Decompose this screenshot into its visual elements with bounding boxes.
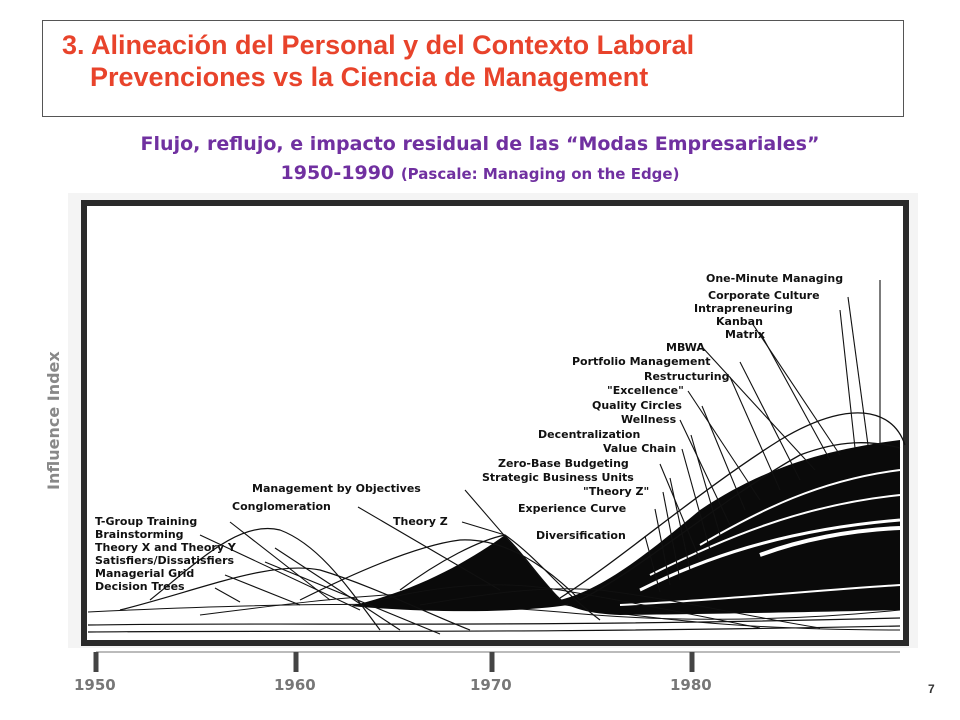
x-tick-label: 1980 bbox=[670, 676, 712, 694]
fad-label: Conglomeration bbox=[232, 500, 331, 513]
x-axis: 1950 1960 1970 1980 bbox=[74, 651, 900, 694]
fad-label: Zero-Base Budgeting bbox=[498, 457, 629, 470]
fad-label: Intrapreneuring bbox=[694, 302, 793, 315]
fad-labels-middle: Management by Objectives Conglomeration … bbox=[232, 482, 448, 528]
fad-label: Decision Trees bbox=[95, 580, 185, 593]
fad-label: Wellness bbox=[621, 413, 677, 426]
fad-curves bbox=[87, 412, 906, 633]
fad-label: Managerial Grid bbox=[95, 567, 194, 580]
fad-label: Strategic Business Units bbox=[482, 471, 634, 484]
slide-title-line-2: Prevenciones vs la Ciencia de Management bbox=[90, 62, 649, 92]
fad-label: Management by Objectives bbox=[252, 482, 421, 495]
fad-label: Decentralization bbox=[538, 428, 640, 441]
fad-label: "Theory Z" bbox=[583, 485, 649, 498]
fad-labels-right: One-Minute Managing Corporate Culture In… bbox=[482, 272, 843, 542]
x-tick-label: 1960 bbox=[274, 676, 316, 694]
fad-label: Restructuring bbox=[644, 370, 730, 383]
fad-label: MBWA bbox=[666, 341, 705, 354]
label-leader-lines bbox=[199, 280, 881, 635]
fad-label: Experience Curve bbox=[518, 502, 626, 515]
fad-label: "Excellence" bbox=[607, 384, 684, 397]
x-tick-label: 1970 bbox=[470, 676, 512, 694]
fad-labels-left: T-Group Training Brainstorming Theory X … bbox=[95, 515, 237, 593]
title-box bbox=[42, 20, 904, 117]
fad-label: Portfolio Management bbox=[572, 355, 711, 368]
fad-label: Value Chain bbox=[603, 442, 676, 455]
fad-label: Quality Circles bbox=[592, 399, 682, 412]
fad-label: One-Minute Managing bbox=[706, 272, 843, 285]
fad-label: Matrix bbox=[725, 328, 765, 341]
fad-label: Theory Z bbox=[393, 515, 448, 528]
subtitle-line-1: Flujo, reflujo, e impacto residual de la… bbox=[140, 133, 820, 155]
fad-label: Theory X and Theory Y bbox=[95, 541, 237, 554]
subtitle-years: 1950-1990 bbox=[280, 162, 395, 184]
fad-label: T-Group Training bbox=[95, 515, 197, 528]
fad-label: Kanban bbox=[716, 315, 763, 328]
x-tick-label: 1950 bbox=[74, 676, 116, 694]
subtitle-line-2: 1950-1990 (Pascale: Managing on the Edge… bbox=[0, 162, 960, 184]
y-axis-label: Influence Index bbox=[44, 351, 63, 490]
fad-label: Satisfiers/Dissatisfiers bbox=[95, 554, 235, 567]
fad-label: Brainstorming bbox=[95, 528, 184, 541]
fad-label: Corporate Culture bbox=[708, 289, 820, 302]
subtitle-source: (Pascale: Managing on the Edge) bbox=[400, 165, 680, 183]
page-number: 7 bbox=[928, 682, 935, 696]
fad-label: Diversification bbox=[536, 529, 626, 542]
slide-title-line-1: 3. Alineación del Personal y del Context… bbox=[62, 30, 695, 60]
